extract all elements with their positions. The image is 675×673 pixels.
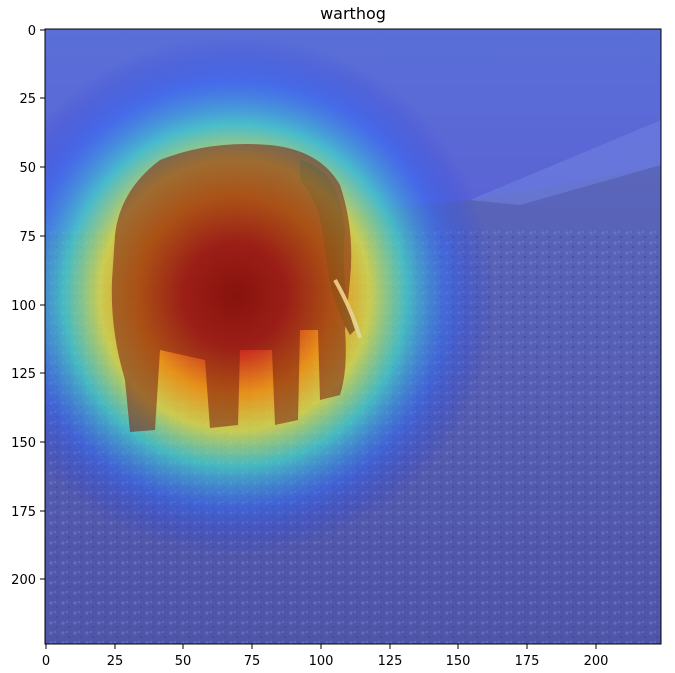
y-tick-label: 100 — [11, 299, 36, 314]
y-tick-label: 200 — [11, 573, 36, 588]
x-tick-label: 50 — [175, 654, 192, 669]
x-tick-label: 0 — [42, 654, 50, 669]
y-tick-label: 50 — [19, 161, 36, 176]
plot-title: warthog — [320, 4, 386, 23]
x-tick-label: 125 — [378, 654, 403, 669]
y-tick-label: 125 — [11, 367, 36, 382]
y-tick-label: 150 — [11, 436, 36, 451]
y-tick-label: 0 — [28, 24, 36, 39]
elephant-shape — [111, 144, 362, 432]
x-tick-label: 100 — [309, 654, 334, 669]
y-tick-label: 75 — [19, 230, 36, 245]
y-tick-label: 25 — [19, 92, 36, 107]
y-axis: 0 25 50 75 100 125 150 175 200 — [11, 24, 45, 588]
plot-frame — [44, 28, 662, 645]
overlay-image — [45, 29, 661, 644]
x-tick-label: 200 — [584, 654, 609, 669]
x-tick-label: 150 — [446, 654, 471, 669]
x-axis: 0 25 50 75 100 125 150 175 200 — [42, 644, 609, 669]
x-tick-label: 75 — [244, 654, 261, 669]
x-tick-label: 25 — [107, 654, 124, 669]
x-tick-label: 175 — [515, 654, 540, 669]
y-tick-label: 175 — [11, 505, 36, 520]
